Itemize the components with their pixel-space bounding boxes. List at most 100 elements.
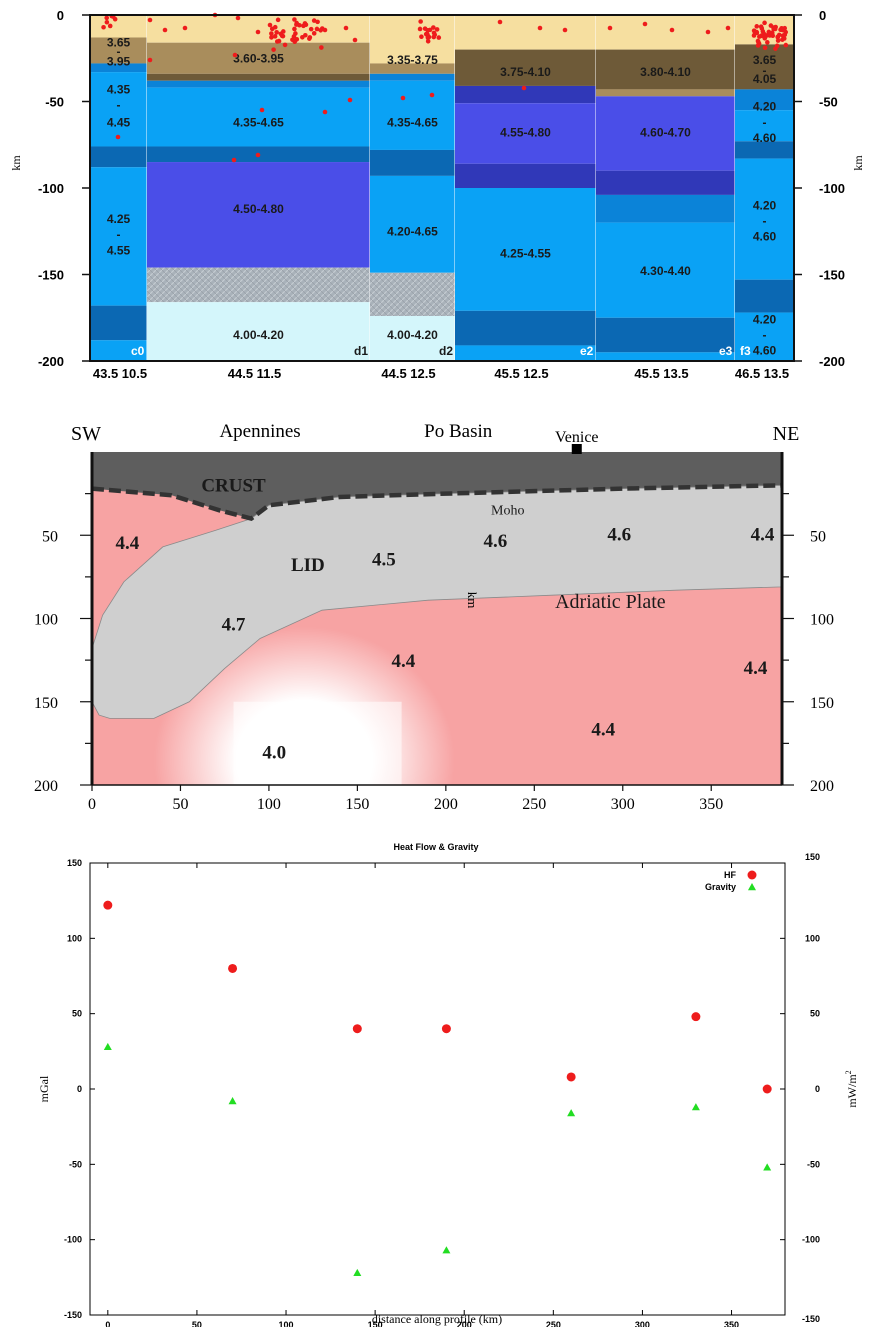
x-tick-label: 250	[546, 1320, 561, 1327]
velocity-label: 4.25	[107, 212, 131, 226]
y-tick-label-right: 100	[810, 612, 834, 629]
velocity-label: 3.60-3.95	[233, 51, 284, 65]
earthquake-dot	[761, 31, 767, 37]
hf-point	[228, 963, 238, 973]
x-tick-label: 50	[192, 1320, 202, 1327]
hf-point	[352, 1024, 362, 1034]
region-label: Adriatic Plate	[555, 591, 666, 613]
layer-e2-6	[455, 310, 596, 346]
earthquake-dot	[267, 22, 273, 28]
earthquake-dot	[425, 38, 431, 44]
earthquake-dot	[775, 38, 781, 43]
earthquake-dot	[431, 25, 436, 30]
velocity-label: 4.50-4.80	[233, 202, 284, 216]
layer-f3-6	[735, 279, 794, 313]
velocity-label: 4.30-4.40	[640, 264, 691, 278]
velocity-columns-panel: 3.65-3.954.35-4.454.25-4.55c03.60-3.954.…	[9, 8, 865, 381]
y-tick-right: -100	[819, 181, 845, 196]
panel2-ylabel: km	[465, 592, 480, 609]
y-tick-label-left: 150	[34, 695, 58, 712]
velocity-label: 3.75-4.10	[500, 65, 551, 79]
velocity-label: -	[763, 115, 767, 129]
layer-d2-4	[370, 149, 455, 176]
panel1-x-labels: 43.5 10.5 44.5 11.5 44.5 12.5 45.5 12.5 45.5…	[93, 366, 789, 381]
earthquake-dot	[314, 26, 320, 32]
earthquake-dot	[269, 35, 274, 40]
y-tick-label-right: -150	[802, 1314, 820, 1324]
earthquake-dot	[292, 26, 297, 32]
earthquake-dot	[418, 19, 423, 24]
earthquake-dot	[301, 23, 306, 29]
earthquake-dot	[104, 15, 110, 21]
layer-e3-3	[596, 96, 735, 171]
earthquake-dot	[773, 46, 778, 51]
station-id: f3	[740, 344, 751, 358]
earthquake-dot	[274, 30, 279, 35]
section-body	[90, 444, 784, 894]
x-label-d2: 44.5 12.5	[381, 366, 435, 381]
legend-hf-label: HF	[724, 870, 736, 880]
chart-ylabel-right-base: mW/m	[845, 1074, 859, 1108]
hf-point	[441, 1024, 451, 1034]
gravity-point	[691, 1103, 700, 1111]
earthquake-dot	[269, 31, 274, 36]
velocity-value: 4.4	[392, 651, 416, 672]
layer-d2-5	[370, 175, 455, 273]
layer-d1-0	[147, 15, 370, 43]
earthquake-dot	[781, 36, 787, 41]
earthquake-dot	[318, 27, 323, 33]
earthquake-dot	[419, 34, 424, 40]
layer-columns: 3.65-3.954.35-4.454.25-4.55c03.60-3.954.…	[90, 15, 795, 361]
gravity-point	[228, 1097, 237, 1105]
y-tick-right: 0	[819, 8, 826, 23]
earthquake-dot	[322, 109, 328, 115]
station-id: c0	[131, 344, 145, 358]
earthquake-dot	[754, 30, 760, 36]
velocity-label: 4.55-4.80	[500, 126, 551, 140]
x-tick-label: 200	[457, 1320, 472, 1327]
velocity-label: 4.20	[753, 312, 777, 326]
layer-f3-7	[735, 312, 794, 361]
column-d1: 3.60-3.95 4.35-4.65 4.50-4.80 4.00-4.20 d1	[147, 15, 371, 361]
chart-frame	[89, 862, 786, 1316]
earthquake-dot	[276, 38, 282, 44]
layer-e2-5	[455, 188, 596, 311]
earthquake-dot	[292, 17, 297, 22]
y-tick-label-right: 150	[805, 852, 820, 862]
layer-e3-7	[596, 317, 735, 353]
velocity-label: 4.35-4.65	[387, 115, 438, 129]
moho-line	[91, 483, 783, 522]
layer-e2-4	[455, 163, 596, 188]
y-tick-left: -100	[38, 181, 64, 196]
earthquake-dot	[280, 33, 286, 39]
earthquake-dot	[115, 134, 121, 140]
velocity-value: 4.7	[222, 614, 246, 635]
velocity-label: 4.00-4.20	[387, 328, 438, 342]
earthquake-dot	[537, 25, 543, 31]
earthquake-dot	[754, 24, 760, 29]
chart-ylabel-right-sup: 2	[844, 1070, 853, 1074]
layer-e3-6	[596, 222, 735, 318]
layer-d2-0	[370, 15, 455, 64]
hf-point	[762, 1084, 772, 1094]
y-tick-label-right: 100	[805, 933, 820, 943]
earthquake-dot	[434, 27, 440, 32]
layer-e3-5	[596, 194, 735, 223]
earthquake-dot	[307, 36, 312, 41]
hf-point	[103, 900, 113, 910]
earthquake-dot	[107, 23, 113, 29]
chart-axes: 0 50 100 150 200 250 300 350 150 150 100 100 50 50 0 0 -…	[64, 852, 820, 1327]
x-label-d1: 44.5 11.5	[228, 366, 282, 381]
velocity-label: 4.05	[753, 72, 777, 86]
layer-e3-4	[596, 170, 735, 195]
layer-c0-0	[90, 15, 147, 38]
chart-xlabel: distance along profile (km)	[372, 1312, 502, 1326]
earthquake-dot	[182, 25, 188, 31]
velocity-label: 3.65	[107, 36, 131, 50]
earthquake-dot	[765, 40, 770, 45]
x-label-e3: 45.5 13.5	[634, 366, 688, 381]
panel1-ylabel-left: km	[9, 155, 23, 171]
earthquake-dot	[562, 27, 568, 33]
earthquake-dot	[762, 45, 768, 51]
